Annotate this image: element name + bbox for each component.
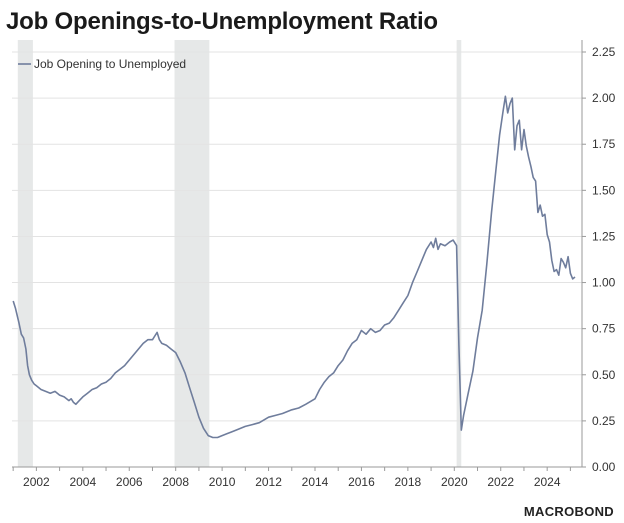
macrobond-logo: MACROBOND xyxy=(523,504,614,519)
x-tick-label: 2008 xyxy=(162,475,189,489)
recession-band xyxy=(17,40,33,467)
recession-band xyxy=(456,40,462,467)
y-tick-label: 2.00 xyxy=(592,91,616,105)
y-tick-label: 0.50 xyxy=(592,368,616,382)
x-tick-label: 2020 xyxy=(441,475,468,489)
x-tick-label: 2004 xyxy=(69,475,96,489)
y-tick-label: 0.75 xyxy=(592,322,616,336)
x-tick-label: 2016 xyxy=(348,475,375,489)
series-line-job-opening-to-unemployed xyxy=(12,95,576,439)
x-axis-ticks: 2002 2004 2006 2008 2010 2012 2014 2016 2018 2020… xyxy=(12,467,571,489)
legend: Job Opening to Unemployed xyxy=(18,57,186,71)
axes xyxy=(12,40,583,468)
recession-band xyxy=(174,40,210,467)
x-tick-label: 2018 xyxy=(395,475,422,489)
x-tick-label: 2014 xyxy=(302,475,329,489)
legend-entry: Job Opening to Unemployed xyxy=(34,57,186,71)
y-tick-label: 1.00 xyxy=(592,276,616,290)
y-tick-label: 2.25 xyxy=(592,45,616,59)
series-lines xyxy=(12,95,576,439)
x-tick-label: 2022 xyxy=(487,475,514,489)
recession-shading xyxy=(17,40,462,467)
y-tick-label: 0.25 xyxy=(592,414,616,428)
x-tick-label: 2012 xyxy=(255,475,282,489)
y-tick-label: 0.00 xyxy=(592,460,616,474)
y-tick-label: 1.50 xyxy=(592,183,616,197)
x-tick-label: 2002 xyxy=(23,475,50,489)
chart-title: Job Openings-to-Unemployment Ratio xyxy=(6,8,438,35)
y-tick-label: 1.25 xyxy=(592,229,616,243)
x-tick-label: 2024 xyxy=(534,475,561,489)
y-axis-ticks: 0.00 0.25 0.50 0.75 1.00 1.25 1.50 1.75 2.00 2.25 xyxy=(582,45,616,474)
y-tick-label: 1.75 xyxy=(592,137,616,151)
x-tick-label: 2006 xyxy=(116,475,143,489)
gridlines xyxy=(12,51,582,422)
x-tick-label: 2010 xyxy=(209,475,236,489)
